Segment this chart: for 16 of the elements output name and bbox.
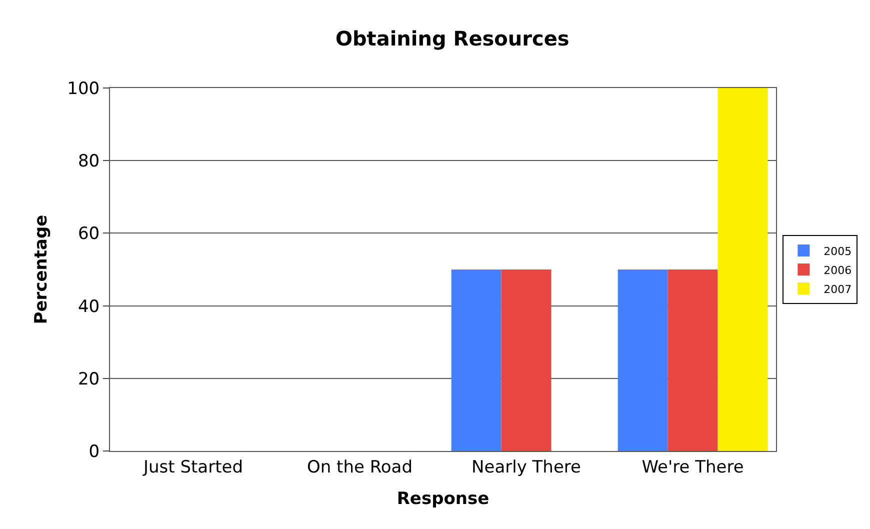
y-axis-title: Percentage bbox=[32, 214, 52, 324]
legend-label: 2005 bbox=[824, 244, 852, 258]
y-tick-label: 80 bbox=[78, 152, 100, 172]
y-tick-label: 100 bbox=[67, 78, 100, 99]
x-tick-label: Just Started bbox=[142, 457, 243, 478]
x-tick-label: On the Road bbox=[306, 457, 413, 478]
y-tick-label: 60 bbox=[78, 224, 100, 244]
y-tick-label: 40 bbox=[78, 296, 100, 317]
chart-title: Obtaining Resources bbox=[335, 26, 570, 51]
legend-label: 2007 bbox=[824, 282, 852, 296]
y-tick-label: 0 bbox=[88, 442, 100, 462]
x-tick-label: We're There bbox=[642, 457, 744, 478]
y-tick-label: 20 bbox=[78, 369, 100, 390]
x-tick-label: Nearly There bbox=[472, 457, 581, 478]
legend-label: 2006 bbox=[824, 264, 852, 277]
x-axis-title: Response bbox=[396, 488, 490, 509]
